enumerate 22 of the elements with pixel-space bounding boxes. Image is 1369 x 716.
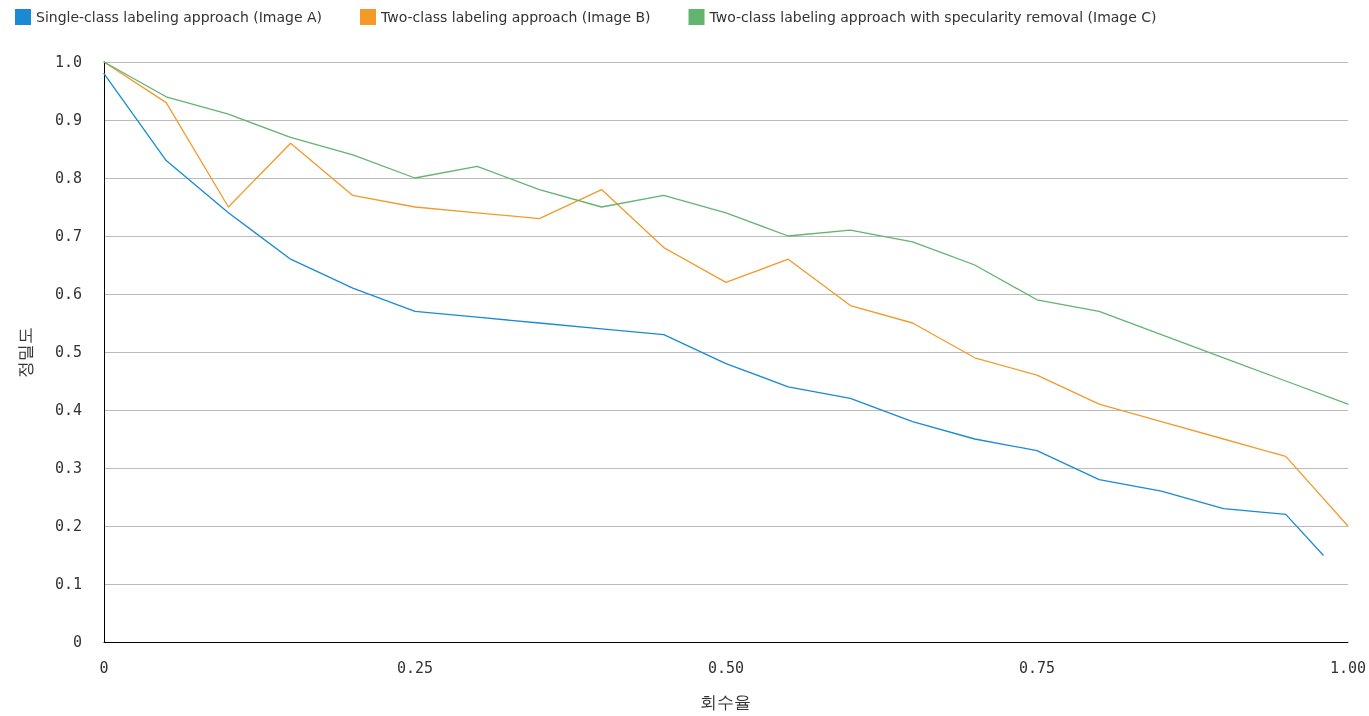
y-tick-label: 0.9 <box>54 111 82 129</box>
y-tick-label: 0.4 <box>54 401 82 419</box>
legend-label: Single-class labeling approach (Image A) <box>36 9 323 25</box>
y-tick-label: 0.6 <box>54 285 82 303</box>
x-tick-label: 0 <box>99 658 109 677</box>
y-tick-label: 0 <box>72 633 82 651</box>
y-tick-label: 1.0 <box>54 53 82 71</box>
x-tick-label: 0.50 <box>707 658 745 677</box>
y-tick-label: 0.1 <box>54 575 82 593</box>
y-tick-label: 0.3 <box>54 459 82 477</box>
y-tick-label: 0.8 <box>54 169 82 187</box>
y-axis-title: 정밀도 <box>16 326 35 378</box>
x-axis-title: 회수율 <box>700 693 752 712</box>
legend-label: Two-class labeling approach with specularity removal (Image C) <box>708 9 1157 25</box>
x-tick-label: 1.00 <box>1329 658 1366 677</box>
x-tick-label: 0.75 <box>1018 658 1056 677</box>
y-tick-label: 0.7 <box>54 227 82 245</box>
y-tick-label: 0.5 <box>54 343 82 361</box>
legend-label: Two-class labeling approach (Image B) <box>380 9 651 25</box>
line-series <box>103 61 1349 405</box>
y-tick-label: 0.2 <box>54 517 82 535</box>
x-tick-label: 0.25 <box>396 658 434 677</box>
